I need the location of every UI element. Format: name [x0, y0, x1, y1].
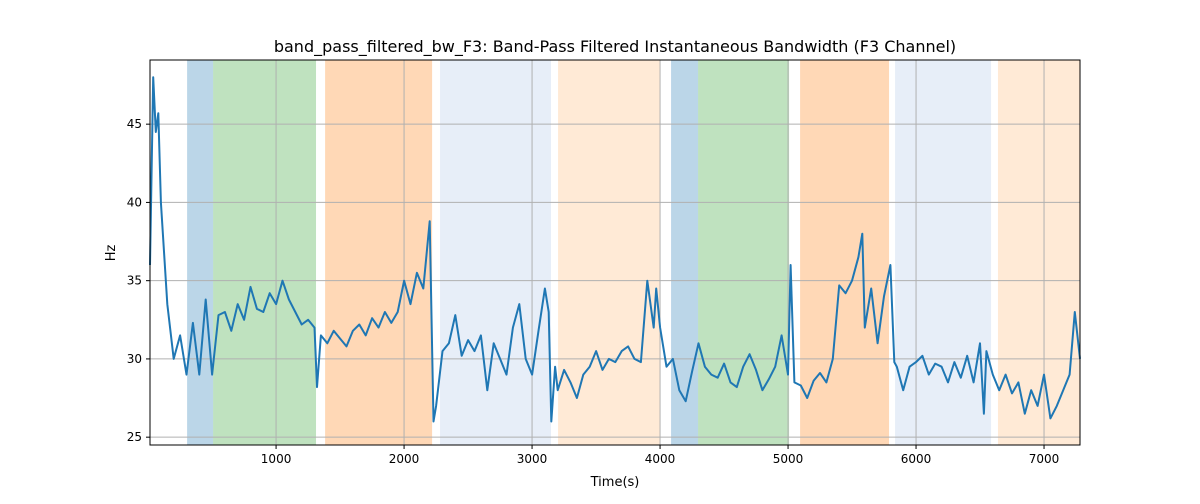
y-tick-label: 25: [127, 430, 142, 444]
y-tick-label: 30: [127, 352, 142, 366]
shaded-span-2: [325, 60, 433, 445]
x-axis-label: Time(s): [590, 475, 640, 490]
y-axis-label: Hz: [104, 245, 119, 262]
shaded-span-0: [187, 60, 214, 445]
chart-title: band_pass_filtered_bw_F3: Band-Pass Filt…: [274, 37, 956, 57]
shaded-span-8: [895, 60, 992, 445]
y-tick-label: 40: [127, 195, 142, 209]
y-tick-label: 35: [127, 274, 142, 288]
x-tick-label: 4000: [645, 452, 676, 466]
x-tick-label: 2000: [389, 452, 420, 466]
shaded-span-3: [440, 60, 552, 445]
x-tick-label: 7000: [1029, 452, 1060, 466]
plot-frame: [149, 59, 1081, 446]
x-tick-label: 6000: [901, 452, 932, 466]
shaded-span-7: [800, 60, 890, 445]
shaded-span-5: [671, 60, 699, 445]
shaded-span-1: [213, 60, 317, 445]
x-tick-label: 5000: [773, 452, 804, 466]
x-tick-label: 1000: [261, 452, 292, 466]
y-tick-label: 45: [127, 117, 142, 131]
series-line-band_pass_filtered_bw_F3: [149, 76, 1081, 423]
x-tick-label: 3000: [517, 452, 548, 466]
shaded-span-6: [698, 60, 790, 445]
